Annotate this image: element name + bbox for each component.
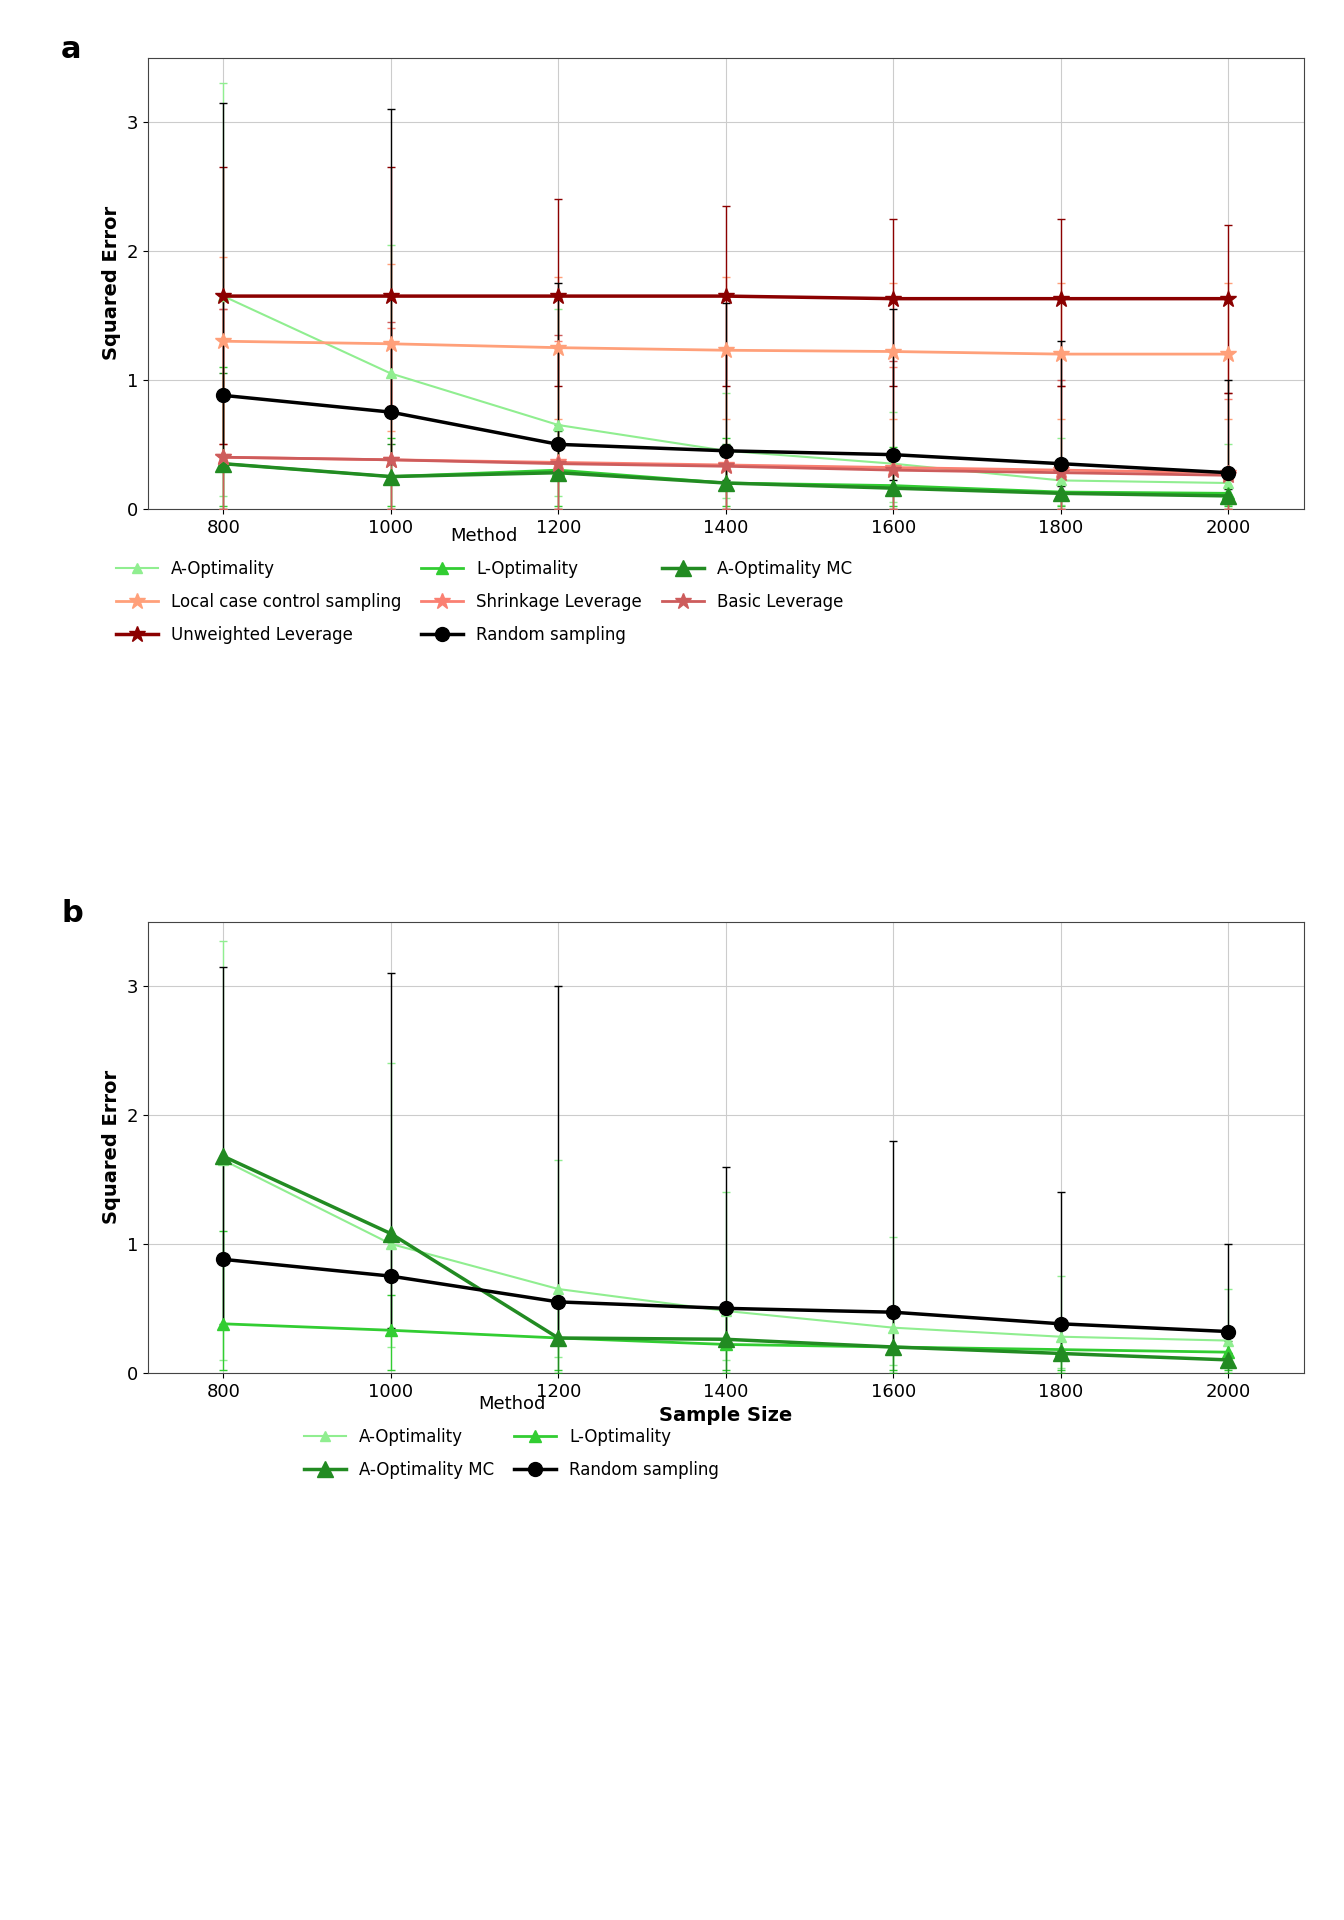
Y-axis label: Squared Error: Squared Error bbox=[102, 1069, 121, 1225]
Text: a: a bbox=[62, 35, 82, 63]
Y-axis label: Squared Error: Squared Error bbox=[102, 205, 121, 361]
X-axis label: Sample Size: Sample Size bbox=[659, 1405, 793, 1425]
Text: b: b bbox=[62, 899, 83, 927]
Legend: A-Optimality, A-Optimality MC, L-Optimality, Random sampling: A-Optimality, A-Optimality MC, L-Optimal… bbox=[304, 1394, 719, 1478]
Legend: A-Optimality, Local case control sampling, Unweighted Leverage, L-Optimality, Sh: A-Optimality, Local case control samplin… bbox=[116, 526, 852, 643]
